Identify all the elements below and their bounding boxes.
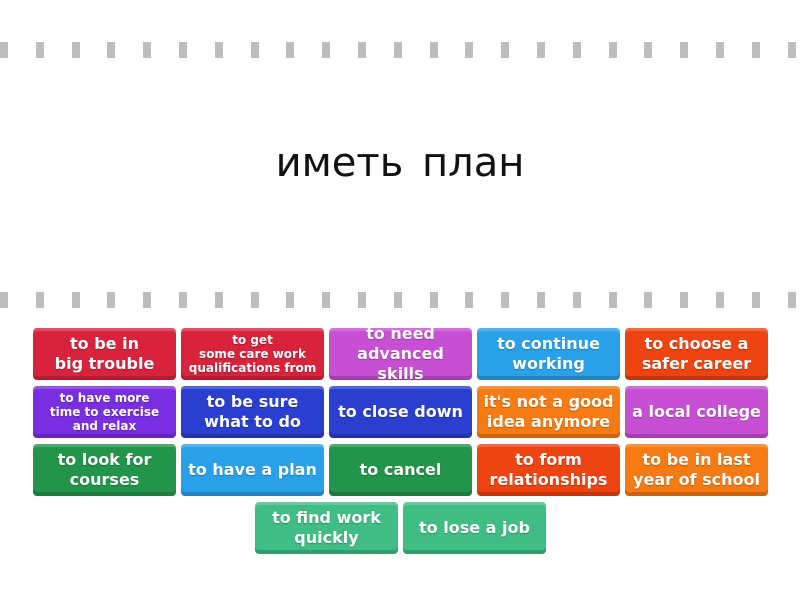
dash [537, 42, 545, 58]
answer-tile[interactable]: to look for courses [33, 444, 176, 496]
dash [72, 292, 80, 308]
prompt-text: иметь план [275, 140, 525, 186]
dash [107, 42, 115, 58]
dash [752, 292, 760, 308]
dash [286, 42, 294, 58]
dash [322, 42, 330, 58]
answer-tile[interactable]: to continue working [477, 328, 620, 380]
dash [716, 42, 724, 58]
dash [788, 292, 796, 308]
dash [644, 42, 652, 58]
dash [465, 292, 473, 308]
dash [143, 42, 151, 58]
dash [0, 42, 8, 58]
dash [573, 292, 581, 308]
dash [680, 292, 688, 308]
dash [251, 42, 259, 58]
dash [644, 292, 652, 308]
dash [286, 292, 294, 308]
tile-label: to be sure what to do [204, 392, 301, 431]
answer-tile[interactable]: to find work quickly [255, 502, 398, 554]
dash [358, 42, 366, 58]
dash [537, 292, 545, 308]
dash [609, 42, 617, 58]
dash [788, 42, 796, 58]
dash [36, 292, 44, 308]
tile-label: to be in last year of school [633, 450, 760, 489]
answer-tile[interactable]: to have a plan [181, 444, 324, 496]
tile-label: to look for courses [57, 450, 152, 489]
tile-label: to be in big trouble [54, 334, 155, 373]
dash [501, 292, 509, 308]
dash [394, 292, 402, 308]
answer-tile[interactable]: to get some care work qualifications from [181, 328, 324, 380]
answer-tile[interactable]: to close down [329, 386, 472, 438]
dash [0, 292, 8, 308]
dash [573, 42, 581, 58]
dash [179, 42, 187, 58]
tile-label: to close down [338, 402, 463, 421]
tile-label: to lose a job [419, 518, 530, 537]
dash [143, 292, 151, 308]
answer-tile[interactable]: it's not a good idea anymore [477, 386, 620, 438]
answer-tile[interactable]: to choose a safer career [625, 328, 768, 380]
tile-label: to continue working [497, 334, 600, 373]
dash [36, 42, 44, 58]
tile-label: it's not a good idea anymore [483, 392, 614, 431]
answer-tile[interactable]: to need advanced skills [329, 324, 472, 383]
tile-label: to form relationships [489, 450, 608, 489]
tile-label: to need advanced skills [357, 324, 444, 383]
dash [394, 42, 402, 58]
answer-tile[interactable]: to be in last year of school [625, 444, 768, 496]
answer-tile[interactable]: to have more time to exercise and relax [33, 386, 176, 438]
tile-label: to find work quickly [272, 508, 381, 547]
dash [358, 292, 366, 308]
answer-tile[interactable]: to form relationships [477, 444, 620, 496]
dash [430, 42, 438, 58]
answer-tile[interactable]: to be sure what to do [181, 386, 324, 438]
tile-label: to get some care work qualifications from [188, 333, 317, 375]
dash [215, 292, 223, 308]
dash [322, 292, 330, 308]
answer-tile[interactable]: to be in big trouble [33, 328, 176, 380]
dash [680, 42, 688, 58]
tile-label: to have more time to exercise and relax [49, 391, 160, 433]
answer-tile[interactable]: to lose a job [403, 502, 546, 554]
answer-tile[interactable]: to cancel [329, 444, 472, 496]
dash [465, 42, 473, 58]
tile-label: a local college [632, 402, 761, 421]
dash [430, 292, 438, 308]
dash [716, 292, 724, 308]
dash [215, 42, 223, 58]
dash [752, 42, 760, 58]
answer-tile[interactable]: a local college [625, 386, 768, 438]
dash [179, 292, 187, 308]
tile-label: to have a plan [188, 460, 317, 479]
dash [609, 292, 617, 308]
tile-label: to cancel [359, 460, 442, 479]
tile-label: to choose a safer career [641, 334, 752, 373]
dash [251, 292, 259, 308]
dash [501, 42, 509, 58]
progress-dashes-top [0, 42, 800, 58]
dash [72, 42, 80, 58]
dash [107, 292, 115, 308]
progress-dashes-bottom [0, 292, 800, 308]
